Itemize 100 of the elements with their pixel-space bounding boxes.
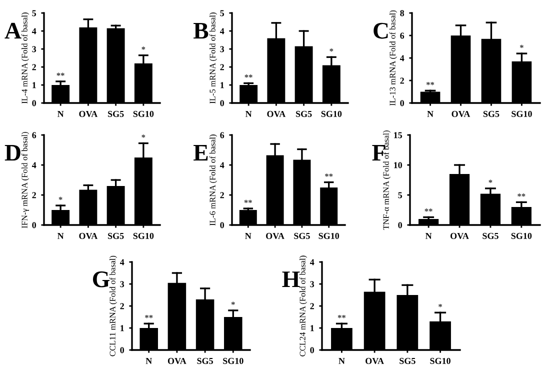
- y-tick-label: 4: [220, 28, 224, 34]
- y-axis-title: IL-5 mRNA (Fold of basal): [209, 12, 218, 104]
- x-tick-label: OVA: [450, 232, 469, 240]
- y-tick-label: 4: [310, 259, 314, 266]
- y-axis-title: CCL24 mRNA (Fold of basal): [299, 256, 308, 356]
- x-tick-label: SG10: [133, 232, 154, 239]
- y-tick-label: 2: [220, 64, 224, 70]
- y-tick-label: 2: [120, 303, 124, 310]
- annotation: *: [330, 48, 334, 52]
- annotation: *: [58, 196, 62, 200]
- x-tick-label: N: [57, 110, 64, 117]
- y-tick-label: 5: [220, 10, 224, 16]
- y-axis-title: IFN-γ mRNA (Fold of basal): [21, 132, 30, 228]
- x-tick-label: SG5: [108, 232, 124, 239]
- y-tick-label: 15: [394, 132, 402, 138]
- x-tick-label: SG10: [133, 110, 154, 117]
- y-axis-title: IL-13 mRNA (Fold of basal): [389, 10, 398, 106]
- y-tick-label: 5: [398, 192, 402, 198]
- x-tick-label: SG5: [296, 110, 312, 117]
- y-tick-label: 6: [400, 32, 404, 39]
- y-tick-label: 3: [310, 281, 314, 288]
- x-tick-label: OVA: [168, 358, 186, 364]
- y-tick-label: 2: [310, 303, 314, 310]
- x-tick-label: SG5: [294, 232, 310, 239]
- x-tick-label: SG5: [108, 110, 124, 117]
- x-tick-label: N: [427, 110, 434, 117]
- annotation: *: [520, 44, 524, 48]
- annotation: **: [325, 174, 333, 177]
- y-tick-label: 3: [32, 46, 36, 52]
- y-tick-label: 0: [398, 222, 402, 228]
- y-tick-label: 0: [400, 100, 404, 106]
- x-tick-label: SG5: [482, 232, 498, 239]
- y-tick-label: 0: [32, 222, 36, 228]
- x-tick-label: N: [245, 110, 252, 117]
- chart-title: A: [4, 22, 22, 38]
- annotation: **: [424, 208, 432, 212]
- annotation: *: [231, 302, 235, 305]
- annotation: **: [338, 314, 346, 318]
- x-tick-label: SG10: [511, 232, 532, 239]
- y-tick-label: 1: [220, 82, 224, 88]
- x-tick-label: SG10: [430, 358, 450, 364]
- x-tick-label: SG10: [223, 358, 244, 364]
- annotation: *: [142, 46, 146, 50]
- y-tick-label: 4: [32, 28, 36, 34]
- y-tick-label: 5: [32, 10, 36, 16]
- y-tick-label: 1: [32, 82, 36, 88]
- chart-title: D: [4, 145, 20, 161]
- annotation: **: [56, 72, 64, 76]
- y-tick-label: 2: [32, 64, 36, 70]
- x-tick-label: SG5: [400, 358, 416, 364]
- x-tick-label: SG10: [318, 232, 340, 239]
- y-tick-label: 1: [310, 325, 314, 332]
- annotation: **: [145, 314, 153, 318]
- x-tick-label: OVA: [79, 232, 98, 240]
- y-tick-label: 3: [220, 46, 224, 52]
- chart-title: G: [92, 271, 110, 288]
- chart-title: F: [372, 145, 386, 160]
- chart-title: C: [374, 22, 388, 39]
- annotation: **: [426, 82, 434, 86]
- y-tick-label: 8: [400, 10, 404, 16]
- chart-title: H: [282, 272, 300, 288]
- x-tick-label: SG10: [512, 110, 532, 117]
- chart-title: B: [194, 23, 208, 39]
- annotation: *: [142, 134, 146, 138]
- y-tick-label: 4: [120, 259, 124, 266]
- annotation: *: [438, 304, 442, 308]
- x-tick-label: OVA: [452, 110, 470, 118]
- x-tick-label: OVA: [366, 358, 384, 364]
- y-tick-label: 0: [220, 100, 224, 106]
- y-tick-label: 6: [32, 132, 36, 138]
- y-tick-label: 0: [220, 222, 224, 228]
- x-tick-label: OVA: [266, 232, 284, 240]
- y-axis-title: TNF-α mRNA (Fold of basal): [382, 130, 391, 230]
- y-tick-label: 0: [120, 347, 124, 354]
- x-tick-label: SG10: [321, 110, 342, 117]
- y-axis-title: CCL11 mRNA (Fold of basal): [109, 256, 118, 356]
- x-tick-label: N: [425, 232, 432, 239]
- x-tick-label: N: [57, 232, 64, 239]
- x-tick-label: SG5: [483, 110, 500, 117]
- x-tick-label: SG5: [197, 358, 213, 364]
- annotation: **: [244, 200, 252, 203]
- annotation: **: [518, 194, 526, 197]
- annotation: *: [488, 180, 492, 183]
- y-tick-label: 0: [32, 100, 36, 106]
- y-tick-label: 4: [32, 162, 36, 168]
- x-tick-label: N: [245, 232, 252, 239]
- x-tick-label: N: [338, 358, 345, 364]
- y-tick-label: 4: [220, 162, 224, 168]
- y-tick-label: 3: [120, 281, 124, 288]
- y-tick-label: 2: [400, 78, 404, 84]
- y-tick-label: 6: [220, 132, 224, 138]
- y-tick-label: 4: [400, 55, 404, 62]
- y-tick-label: 0: [310, 347, 314, 354]
- chart-title: E: [194, 145, 208, 160]
- x-tick-label: OVA: [267, 110, 286, 118]
- annotation: **: [244, 74, 252, 78]
- y-tick-label: 2: [32, 192, 36, 198]
- y-axis-title: IL-6 mRNA (Fold of basal): [209, 134, 218, 226]
- y-tick-label: 10: [394, 162, 402, 168]
- y-tick-label: 1: [120, 325, 124, 332]
